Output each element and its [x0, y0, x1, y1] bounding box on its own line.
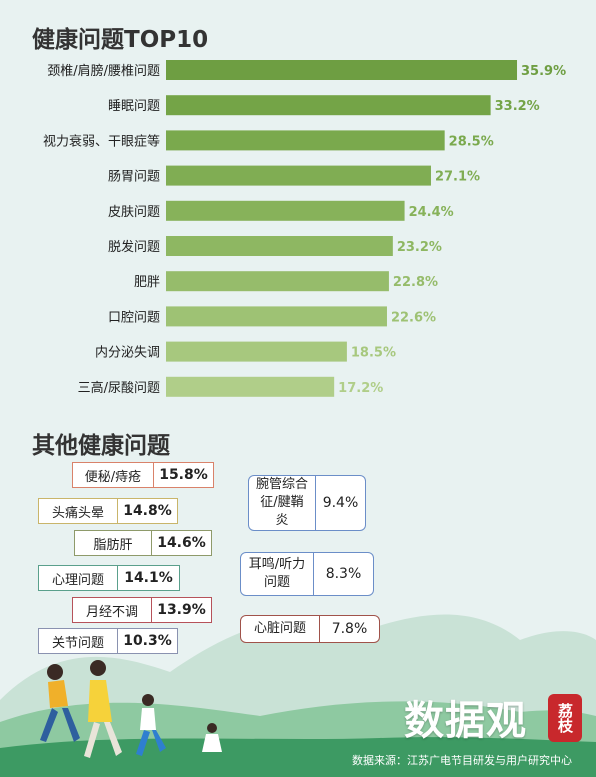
category-label: 肥胖: [134, 275, 160, 290]
issue-value: 10.3%: [118, 628, 178, 654]
other-section-title: 其他健康问题: [32, 433, 170, 459]
other-issue-item: 耳鸣/听力问题 8.3%: [240, 552, 374, 596]
other-issue-item: 脂肪肝 14.6%: [74, 530, 212, 556]
value-label: 35.9%: [521, 64, 566, 79]
issue-value: 13.9%: [152, 597, 212, 623]
bar: [166, 306, 387, 327]
other-issue-item: 关节问题 10.3%: [38, 628, 178, 654]
brand-seal: 荔枝: [548, 694, 582, 742]
bar: [166, 341, 347, 362]
bar: [166, 60, 518, 80]
value-label: 27.1%: [435, 170, 480, 185]
bar: [166, 236, 393, 256]
issue-label: 心脏问题: [240, 615, 320, 643]
category-label: 口腔问题: [108, 310, 160, 325]
issue-label: 耳鸣/听力问题: [240, 552, 314, 596]
issue-value: 14.8%: [118, 498, 178, 524]
other-issue-item: 月经不调 13.9%: [72, 597, 212, 623]
category-label: 皮肤问题: [108, 205, 160, 220]
issue-label: 头痛头晕: [38, 498, 118, 524]
issue-value: 8.3%: [314, 552, 374, 596]
data-source: 数据来源：江苏广电节目研发与用户研究中心: [352, 754, 572, 767]
issue-label: 腕管综合征/腱鞘炎: [248, 475, 316, 531]
bar: [166, 95, 491, 116]
other-issue-item: 心理问题 14.1%: [38, 565, 180, 591]
value-label: 24.4%: [409, 205, 454, 220]
running-family-illustration: [40, 660, 222, 758]
issue-label: 脂肪肝: [74, 530, 152, 556]
issue-label: 心理问题: [38, 565, 118, 591]
bar: [166, 376, 335, 397]
value-label: 33.2%: [495, 99, 540, 114]
category-label: 肠胃问题: [108, 170, 160, 185]
bar: [166, 271, 389, 292]
value-label: 28.5%: [449, 134, 494, 149]
value-label: 22.8%: [393, 275, 438, 290]
issue-value: 15.8%: [154, 462, 214, 488]
top10-bar-chart: 颈椎/肩膀/腰椎问题 35.9% 睡眠问题 33.2% 视力衰弱、干眼症等 28.5% 肠胃…: [43, 60, 566, 397]
issue-value: 14.1%: [118, 565, 180, 591]
category-label: 视力衰弱、干眼症等: [43, 133, 160, 149]
other-issue-item: 便秘/痔疮 15.8%: [72, 462, 214, 488]
category-label: 内分泌失调: [95, 345, 160, 361]
value-label: 23.2%: [397, 240, 442, 255]
category-label: 睡眠问题: [108, 99, 160, 114]
category-label: 三高/尿酸问题: [78, 380, 160, 396]
value-label: 17.2%: [338, 381, 383, 396]
issue-label: 月经不调: [72, 597, 152, 623]
issue-label: 便秘/痔疮: [72, 462, 154, 488]
category-label: 脱发问题: [108, 239, 160, 255]
brand-logo: 数据观: [404, 698, 527, 744]
other-issue-item: 腕管综合征/腱鞘炎 9.4%: [248, 475, 366, 531]
category-label: 颈椎/肩膀/腰椎问题: [47, 63, 160, 79]
bar: [166, 200, 405, 221]
issue-value: 14.6%: [152, 530, 212, 556]
bar: [166, 165, 431, 186]
issue-label: 关节问题: [38, 628, 118, 654]
issue-value: 7.8%: [320, 615, 380, 643]
other-issue-item: 心脏问题 7.8%: [240, 615, 380, 643]
value-label: 22.6%: [391, 310, 436, 325]
chart-title: 健康问题TOP10: [32, 27, 209, 53]
other-issue-item: 头痛头晕 14.8%: [38, 498, 178, 524]
bar: [166, 130, 445, 151]
issue-value: 9.4%: [316, 475, 366, 531]
value-label: 18.5%: [351, 346, 396, 361]
